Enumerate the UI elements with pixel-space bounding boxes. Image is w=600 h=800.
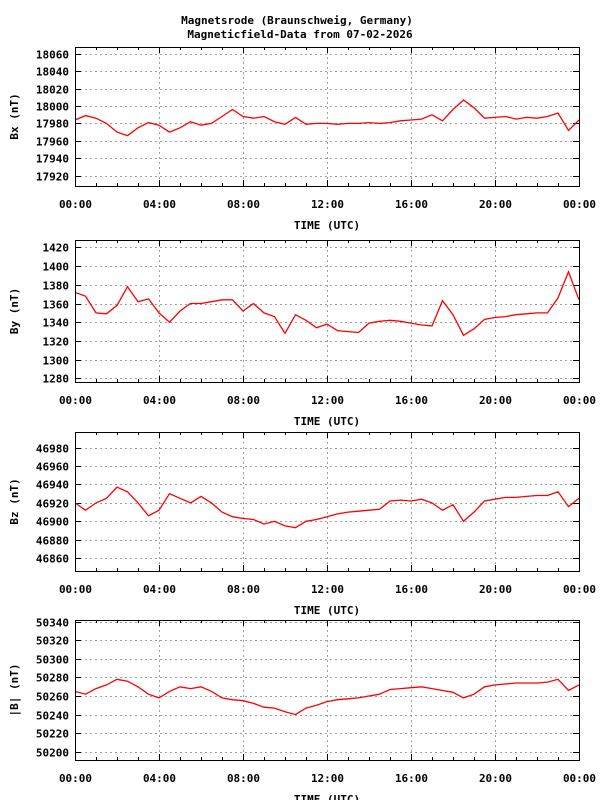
x-tick-label: 12:00 (311, 394, 344, 407)
series-line (74, 270, 580, 337)
x-tick-label: 00:00 (563, 583, 596, 596)
x-tick-label: 00:00 (59, 772, 92, 785)
y-tick-label: 18040 (36, 66, 69, 79)
y-tick-label: 1360 (43, 299, 70, 312)
y-tick-label: 50240 (36, 710, 69, 723)
y-tick-label: 50260 (36, 691, 69, 704)
x-tick-label: 16:00 (395, 772, 428, 785)
y-tick-label: 46900 (36, 516, 69, 529)
x-tick-label: 20:00 (479, 583, 512, 596)
series-line (74, 678, 580, 716)
y-tick-label: 17920 (36, 171, 69, 184)
x-axis-label: TIME (UTC) (294, 219, 360, 232)
y-axis-label: Bz (nT) (8, 478, 21, 524)
y-tick-label: 46940 (36, 479, 69, 492)
y-tick-label: 50200 (36, 747, 69, 760)
y-tick-label: 46960 (36, 461, 69, 474)
x-tick-label: 08:00 (227, 772, 260, 785)
y-tick-label: 1300 (43, 355, 70, 368)
x-tick-label: 16:00 (395, 394, 428, 407)
series-line (74, 486, 580, 529)
x-tick-label: 04:00 (143, 772, 176, 785)
chart-title-line2: Magneticfield-Data from 07-02-2026 (187, 28, 413, 41)
y-tick-label: 50280 (36, 672, 69, 685)
x-tick-label: 16:00 (395, 198, 428, 211)
y-axis-label: |B| (nT) (8, 664, 21, 717)
x-tick-label: 08:00 (227, 198, 260, 211)
y-tick-label: 17980 (36, 118, 69, 131)
y-tick-label: 1420 (43, 242, 70, 255)
x-tick-label: 16:00 (395, 583, 428, 596)
y-axis-label: By (nT) (8, 288, 21, 334)
y-tick-label: 17940 (36, 153, 69, 166)
x-axis-label: TIME (UTC) (294, 793, 360, 800)
y-tick-label: 1320 (43, 336, 70, 349)
y-tick-label: 1340 (43, 317, 70, 330)
panel-2: 46860 46880 46900 46920 46940 46960 46980 00:00… (8, 432, 596, 617)
x-tick-label: 04:00 (143, 583, 176, 596)
plot-frame (75, 620, 580, 761)
panel-3: 50200 50220 50240 50260 50280 50300 50320 50340… (8, 617, 596, 800)
y-tick-label: 1380 (43, 280, 70, 293)
y-tick-label: 46920 (36, 498, 69, 511)
panel-0: 17920 17940 17960 17980 18000 18020 18040 18060… (8, 47, 596, 232)
x-tick-label: 00:00 (563, 772, 596, 785)
x-tick-label: 20:00 (479, 394, 512, 407)
x-tick-label: 04:00 (143, 394, 176, 407)
y-tick-label: 46980 (36, 443, 69, 456)
y-tick-label: 18000 (36, 101, 69, 114)
y-tick-label: 50220 (36, 728, 69, 741)
chart-title-line1: Magnetsrode (Braunschweig, Germany) (181, 14, 413, 27)
y-tick-label: 46880 (36, 535, 69, 548)
y-tick-label: 17960 (36, 136, 69, 149)
y-tick-label: 50340 (36, 617, 69, 630)
y-tick-label: 18060 (36, 49, 69, 62)
x-tick-label: 20:00 (479, 198, 512, 211)
x-tick-label: 00:00 (563, 198, 596, 211)
x-tick-label: 04:00 (143, 198, 176, 211)
x-tick-label: 12:00 (311, 772, 344, 785)
x-axis-label: TIME (UTC) (294, 604, 360, 617)
y-tick-label: 46860 (36, 553, 69, 566)
y-tick-label: 1280 (43, 373, 70, 386)
x-tick-label: 20:00 (479, 772, 512, 785)
panel-1: 1280 1300 1320 1340 1360 1380 1400 1420 00:00 04:… (8, 240, 596, 428)
plot-frame (75, 432, 580, 572)
x-tick-label: 08:00 (227, 583, 260, 596)
y-tick-label: 50320 (36, 635, 69, 648)
y-tick-label: 50300 (36, 654, 69, 667)
x-tick-label: 12:00 (311, 583, 344, 596)
plot-frame (75, 240, 580, 383)
y-tick-label: 18020 (36, 84, 69, 97)
series-line (74, 99, 580, 137)
x-tick-label: 00:00 (563, 394, 596, 407)
x-tick-label: 00:00 (59, 583, 92, 596)
plot-frame (75, 47, 580, 187)
x-tick-label: 12:00 (311, 198, 344, 211)
x-tick-label: 00:00 (59, 198, 92, 211)
x-tick-label: 08:00 (227, 394, 260, 407)
x-tick-label: 00:00 (59, 394, 92, 407)
y-axis-label: Bx (nT) (8, 93, 21, 139)
y-tick-label: 1400 (43, 261, 70, 274)
x-axis-label: TIME (UTC) (294, 415, 360, 428)
